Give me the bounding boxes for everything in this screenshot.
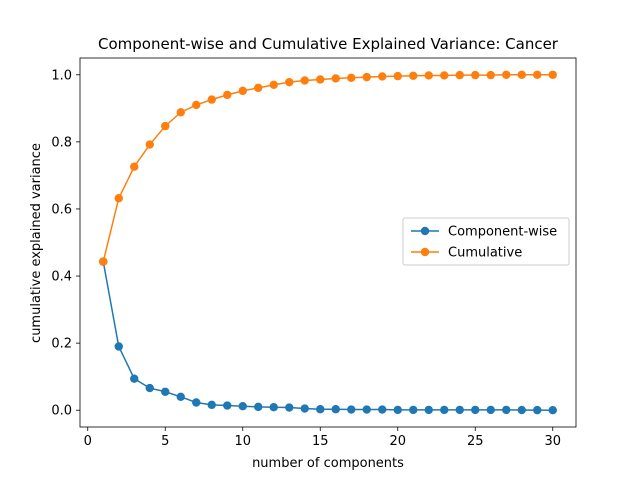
data-point-series-1-29 (533, 70, 542, 79)
data-point-series-1-1 (99, 257, 108, 266)
data-point-series-1-10 (238, 86, 247, 96)
data-point-series-0-28 (517, 405, 526, 415)
legend-label-1: Cumulative (448, 246, 522, 261)
x-axis-label: number of components (252, 456, 404, 471)
data-point-series-1-8 (207, 95, 216, 104)
data-point-series-1-21 (409, 71, 418, 80)
data-point-series-0-8 (207, 400, 216, 410)
data-point-series-0-26 (486, 405, 495, 415)
y-axis-label: cumulative explained variance (29, 143, 44, 343)
data-point-series-0-12 (269, 403, 278, 412)
x-tick-label: 0 (84, 434, 92, 449)
data-point-series-0-5 (161, 387, 170, 396)
data-point-series-1-4 (145, 140, 154, 149)
data-point-series-0-15 (316, 405, 325, 414)
legend: Component-wise Cumulative (402, 217, 570, 266)
x-tick-label: 10 (234, 434, 251, 449)
y-tick-label: 0.6 (51, 202, 72, 217)
data-point-series-1-14 (300, 76, 309, 85)
data-point-series-1-19 (378, 72, 387, 81)
data-point-series-1-28 (517, 70, 526, 79)
chart-title: Component-wise and Cumulative Explained … (98, 35, 559, 53)
x-tick-label: 5 (161, 434, 169, 449)
data-point-series-1-25 (471, 70, 480, 80)
data-point-series-0-24 (455, 405, 464, 415)
data-point-series-0-14 (300, 404, 309, 413)
data-point-series-0-13 (285, 403, 294, 412)
legend-label-0: Component-wise (448, 225, 557, 240)
x-tick-label: 25 (467, 434, 484, 449)
y-tick-label: 0.4 (51, 270, 72, 285)
data-point-series-1-11 (254, 83, 263, 93)
y-tick-label: 0.8 (51, 135, 72, 150)
data-point-series-1-20 (393, 71, 402, 81)
legend-marker-1 (420, 247, 430, 257)
data-point-series-1-18 (362, 72, 371, 82)
data-point-series-1-6 (176, 108, 185, 117)
data-point-series-1-30 (548, 70, 557, 79)
data-point-series-0-6 (176, 392, 185, 402)
data-point-series-1-5 (161, 121, 170, 131)
data-point-series-1-13 (285, 77, 294, 87)
data-point-series-0-11 (254, 402, 263, 412)
data-point-series-1-22 (424, 71, 433, 80)
y-tick-label: 1.0 (51, 68, 72, 83)
data-point-series-1-17 (347, 73, 356, 82)
data-point-series-0-22 (424, 405, 433, 415)
x-tick-label: 20 (389, 434, 406, 449)
data-point-series-1-7 (192, 100, 201, 110)
data-point-series-0-17 (347, 405, 356, 414)
data-point-series-0-9 (223, 401, 232, 410)
data-point-series-1-23 (440, 71, 449, 80)
data-point-series-0-23 (440, 405, 449, 415)
data-point-series-0-27 (502, 405, 511, 415)
data-point-series-1-2 (114, 194, 123, 203)
data-point-series-0-20 (393, 405, 402, 415)
data-point-series-0-2 (114, 342, 123, 351)
data-point-series-0-25 (471, 405, 480, 415)
data-point-series-1-3 (130, 162, 139, 171)
data-point-series-1-26 (486, 70, 495, 80)
data-point-series-0-19 (378, 405, 387, 414)
data-point-series-1-15 (316, 75, 325, 84)
legend-marker-0 (420, 226, 430, 236)
data-point-series-1-27 (502, 70, 511, 79)
y-tick-label: 0.2 (51, 337, 72, 352)
y-tick-label: 0.0 (51, 404, 72, 419)
x-tick-label: 30 (544, 434, 561, 449)
data-point-series-0-7 (192, 398, 201, 407)
data-point-series-1-12 (269, 80, 278, 90)
x-tick-label: 15 (312, 434, 329, 449)
axes-frame (79, 57, 577, 428)
data-point-series-1-24 (455, 70, 464, 80)
legend-box (402, 217, 570, 266)
data-point-series-1-9 (223, 90, 232, 100)
plot-area: 0 5 10 15 20 25 30 0.0 0.2 0.4 0.6 0.8 1.0 (51, 57, 577, 449)
data-point-series-0-21 (409, 405, 418, 415)
data-point-series-0-4 (145, 383, 154, 393)
data-point-series-0-30 (548, 405, 557, 415)
data-point-series-1-16 (331, 74, 340, 83)
data-point-series-0-10 (238, 402, 247, 411)
data-point-series-0-16 (331, 405, 340, 414)
data-point-series-0-3 (130, 374, 139, 383)
data-point-series-0-18 (362, 405, 371, 414)
data-point-series-0-29 (533, 405, 542, 415)
